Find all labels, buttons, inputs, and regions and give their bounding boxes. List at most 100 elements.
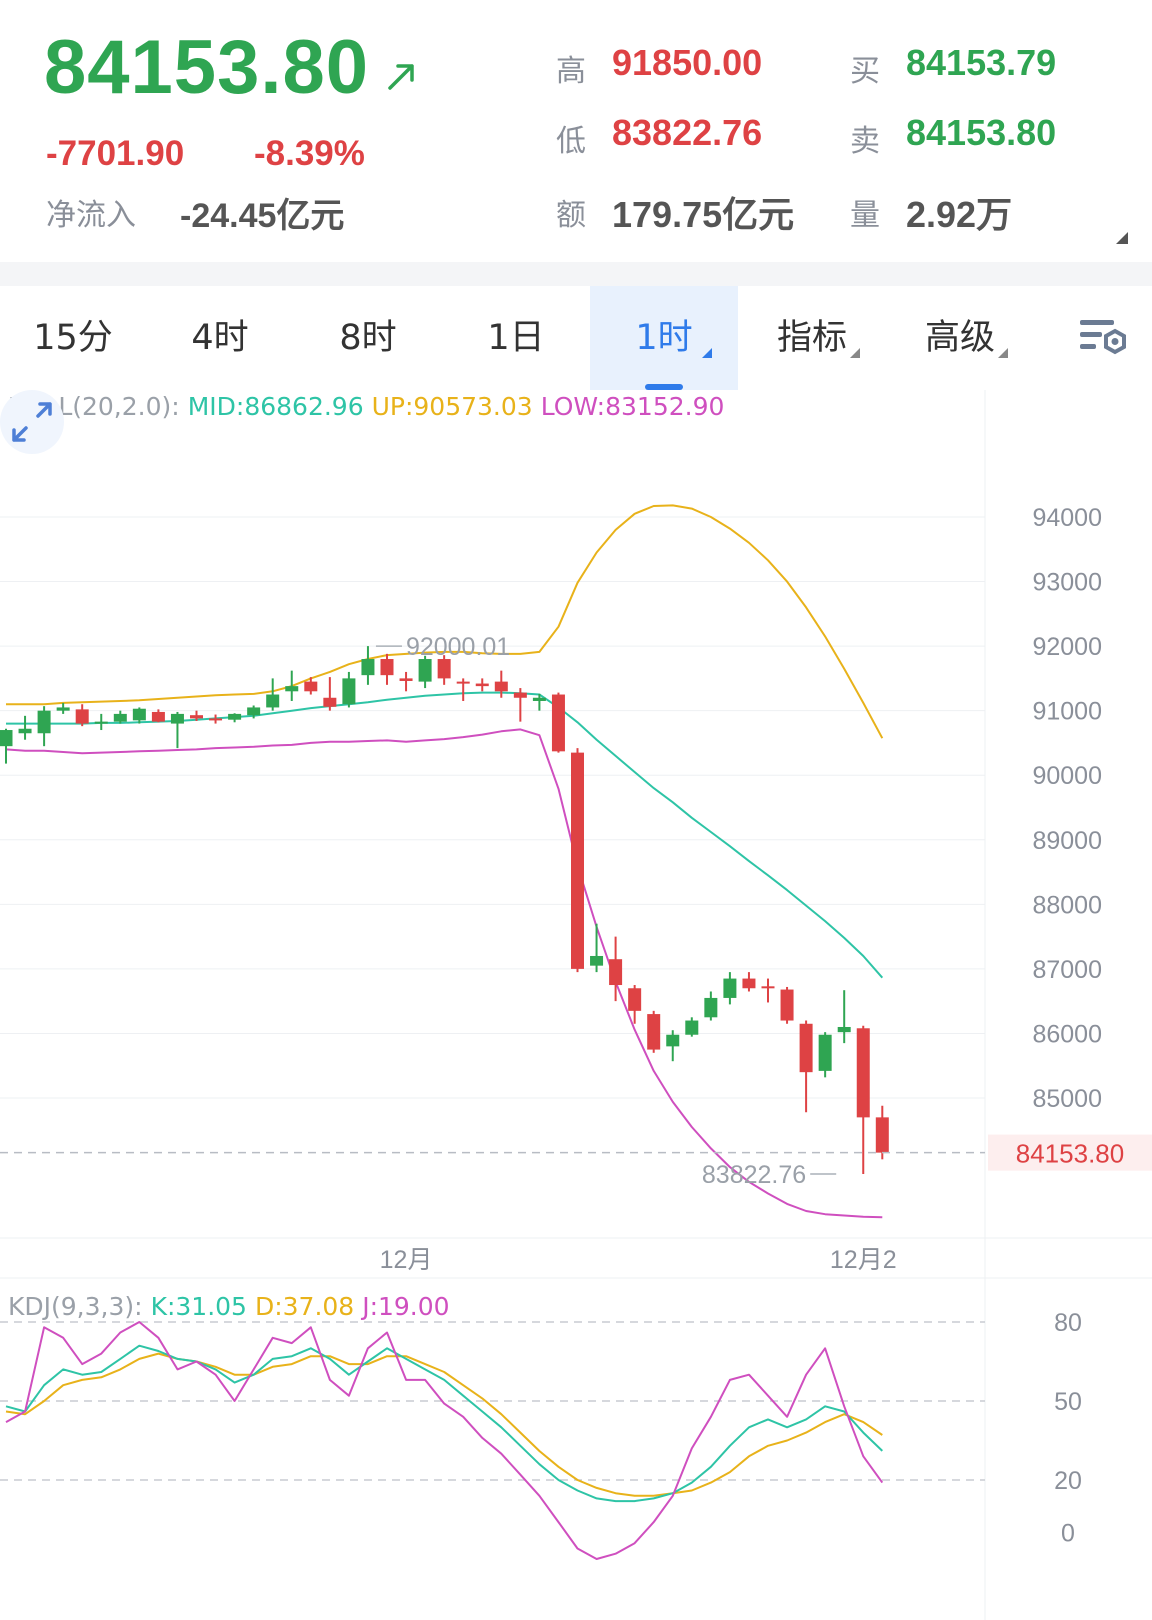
low-marker-label: 83822.76 [702, 1161, 806, 1189]
candle-body [666, 1034, 680, 1047]
candle-body [875, 1117, 889, 1153]
candle-body [132, 708, 146, 721]
candle-body [266, 694, 280, 708]
kdj-y-tick-label: 0 [1061, 1520, 1075, 1548]
candle [94, 713, 108, 731]
chart-area: BOLL(20,2.0): MID:86862.96 UP:90573.03 LOW:… [0, 390, 1152, 1620]
net-inflow-label: 净流入 [46, 198, 136, 233]
tab-label: 1时 [635, 318, 693, 358]
y-tick-label: 86000 [1032, 1020, 1102, 1048]
candle [437, 655, 451, 685]
dropdown-triangle-icon [702, 348, 712, 358]
tab-label: 15分 [33, 318, 113, 358]
candle-body [209, 718, 223, 721]
candle-body [647, 1014, 661, 1050]
candle [456, 678, 470, 701]
bid-label: 买 [850, 54, 880, 89]
tab-label: 4时 [191, 318, 249, 358]
candle [704, 991, 718, 1021]
y-tick-label: 91000 [1032, 698, 1102, 726]
kdj-k-line [5, 1344, 883, 1503]
kdj-y-tick-label: 80 [1054, 1309, 1082, 1337]
tab-advanced[interactable]: 高级 [886, 286, 1034, 390]
candle-body [37, 710, 51, 734]
candle-body [513, 692, 527, 698]
candle-body [609, 959, 623, 986]
tab-8h[interactable]: 8时 [294, 286, 442, 390]
candle [590, 923, 604, 973]
candle [818, 1032, 832, 1078]
candle [56, 702, 70, 714]
divider [0, 262, 1152, 286]
x-tick-label: 12月2 [830, 1246, 897, 1274]
candle-body [323, 697, 337, 707]
boll-low-line [5, 728, 883, 1219]
ask-label: 卖 [850, 124, 880, 159]
candle [532, 693, 546, 711]
quote-panel: 84153.80 -7701.90 -8.39% 净流入 -24.45亿元 高 … [0, 0, 1152, 262]
candle-body [228, 713, 242, 720]
kdj-k-label: K:31.05 [150, 1292, 247, 1321]
candle [190, 710, 203, 721]
price-chart[interactable]: 85000 86000 87000 88000 89000 90000 91000 92000… [0, 390, 1152, 1620]
dropdown-triangle-icon [850, 348, 860, 358]
y-tick-label: 92000 [1032, 633, 1102, 661]
candle-body [494, 681, 508, 692]
candle-body [285, 686, 299, 692]
last-price-tag [988, 1134, 1152, 1171]
candle-body [532, 697, 546, 701]
candle [799, 1020, 813, 1113]
y-tick-label: 89000 [1032, 827, 1102, 855]
high-marker-label: 92000.01 [406, 633, 510, 661]
kdj-j-line [5, 1321, 884, 1560]
expand-corner-icon[interactable] [1116, 232, 1128, 244]
candle [342, 671, 356, 708]
kdj-legend: KDJ(9,3,3): K:31.05 D:37.08 J:19.00 [8, 1292, 458, 1321]
tab-1d[interactable]: 1日 [442, 286, 590, 390]
candle-body [761, 986, 775, 989]
candle-body [247, 707, 261, 716]
interval-tabs: 15分 4时 8时 1日 1时 指标 高级 [0, 286, 1152, 390]
candle-body [590, 955, 604, 966]
candle-body [75, 709, 89, 724]
tab-4h[interactable]: 4时 [146, 286, 294, 390]
candle [761, 978, 775, 1003]
candle [361, 646, 375, 685]
candle-body [628, 988, 642, 1011]
candle-body [342, 678, 356, 705]
tab-1h[interactable]: 1时 [590, 286, 738, 390]
candle [0, 728, 13, 764]
y-tick-label: 90000 [1032, 762, 1102, 790]
candle [723, 972, 737, 1005]
candle [380, 653, 394, 685]
x-tick-label: 12月 [380, 1246, 433, 1274]
candle [37, 706, 51, 747]
candle-body [818, 1034, 832, 1071]
last-price-label: 84153.80 [1016, 1139, 1124, 1169]
candle-body [856, 1028, 870, 1118]
candle-body [456, 681, 470, 684]
boll-mid-line [6, 691, 884, 979]
kdj-y-tick-label: 50 [1054, 1388, 1082, 1416]
candle [856, 1025, 870, 1174]
candle [837, 990, 851, 1044]
candle [75, 704, 89, 727]
volume-value: 2.92万 [906, 194, 1013, 235]
candle [304, 677, 318, 695]
candle-body [475, 683, 489, 687]
candle [609, 936, 623, 1002]
tab-15min[interactable]: 15分 [0, 286, 146, 390]
kdj-d-label: D:37.08 [254, 1292, 355, 1321]
candle-body [170, 713, 184, 724]
candle-body [780, 989, 794, 1021]
tab-indicators[interactable]: 指标 [738, 286, 886, 390]
candle [323, 677, 337, 711]
kdj-d-line [5, 1352, 883, 1497]
active-tab-indicator [645, 384, 683, 390]
candle [571, 748, 584, 973]
high-value: 91850.00 [612, 42, 763, 83]
candle [742, 972, 756, 992]
expand-arrows-icon[interactable] [0, 390, 64, 454]
boll-up-line [6, 504, 884, 739]
chart-settings-icon[interactable] [1078, 316, 1128, 360]
